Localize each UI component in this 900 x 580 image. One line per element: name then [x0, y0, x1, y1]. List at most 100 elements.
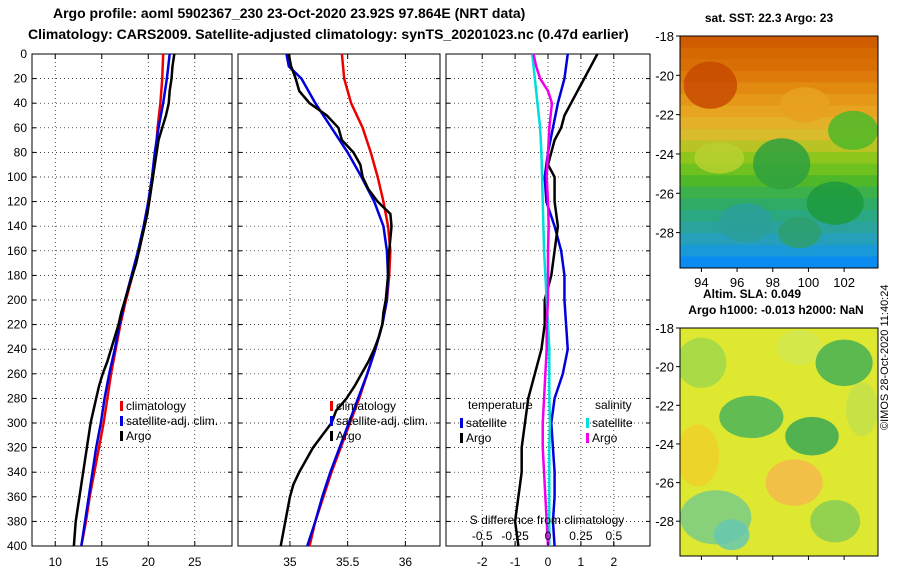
map-blob: [713, 519, 750, 551]
map-blob: [776, 329, 823, 365]
map-blob: [845, 382, 878, 437]
series-argo: [279, 53, 393, 547]
lon-tick-label: 102: [833, 275, 855, 290]
depth-tick-label: 360: [7, 490, 27, 504]
map-field: [680, 328, 878, 556]
series-argo: [72, 53, 176, 547]
map-band: [680, 36, 878, 49]
lat-tick-label: -24: [655, 147, 674, 162]
legend-swatch: [120, 416, 123, 426]
legend-label: Argo: [466, 431, 492, 445]
legend-label: Argo: [592, 431, 618, 445]
x-tick-label: 36: [399, 555, 413, 569]
series-temperature-satellite: [543, 53, 569, 547]
lat-tick-label: -18: [655, 29, 674, 44]
depth-tick-label: 100: [7, 170, 27, 184]
x-tick-label: 35.5: [336, 555, 360, 569]
depth-tick-label: 180: [7, 268, 27, 282]
depth-tick-label: 0: [20, 47, 27, 61]
depth-tick-label: 400: [7, 539, 27, 553]
legend-swatch: [330, 401, 333, 411]
lat-tick-label: -28: [655, 514, 674, 529]
series-temperature-argo: [513, 53, 599, 547]
depth-tick-label: 260: [7, 367, 27, 381]
depth-tick-label: 200: [7, 293, 27, 307]
map-blob: [810, 499, 861, 543]
depth-tick-label: 280: [7, 391, 27, 405]
depth-tick-label: 320: [7, 441, 27, 455]
legend-swatch: [460, 433, 463, 443]
lon-tick-label: 94: [694, 275, 708, 290]
map-band: [680, 256, 878, 268]
s-tick-label: 0.25: [569, 529, 593, 543]
map-blob: [806, 181, 864, 225]
depth-tick-label: 80: [14, 145, 28, 159]
legend-label: Argo: [126, 429, 152, 443]
legend-swatch: [586, 433, 589, 443]
legend-swatch: [120, 431, 123, 441]
map-blob: [683, 61, 738, 109]
legend-label: satellite: [592, 416, 633, 430]
depth-tick-label: 40: [14, 96, 28, 110]
map-2: [679, 327, 879, 557]
legend-swatch: [120, 401, 123, 411]
lat-tick-label: -22: [655, 108, 674, 123]
x-tick-label: -2: [477, 555, 488, 569]
lat-tick-label: -22: [655, 398, 674, 413]
imos-watermark: ©IMOS 28-Oct-2020 11:40:24: [879, 284, 891, 430]
map-blob: [785, 416, 839, 456]
lon-tick-label: 100: [798, 275, 820, 290]
x-tick-label: 10: [49, 555, 63, 569]
x-tick-label: 0: [545, 555, 552, 569]
depth-tick-label: 60: [14, 121, 28, 135]
series-salinity-satellite: [530, 53, 552, 546]
legend-heading-salinity: salinity: [595, 398, 632, 412]
title-line-2: Climatology: CARS2009. Satellite-adjuste…: [28, 26, 629, 42]
map-1: [679, 35, 879, 269]
map-blob: [828, 110, 878, 151]
map-blob: [680, 424, 720, 487]
series-salinity-argo: [532, 53, 554, 547]
sla-map-title-line-2: Argo h1000: -0.013 h2000: NaN: [688, 303, 863, 317]
lat-tick-label: -20: [655, 360, 674, 375]
map-blob: [694, 142, 745, 174]
s-tick-label: 0.5: [605, 529, 622, 543]
legend-label: satellite: [466, 416, 507, 430]
s-tick-label: -0.5: [472, 529, 493, 543]
depth-tick-label: 140: [7, 219, 27, 233]
s-tick-label: -0.25: [501, 529, 529, 543]
lon-tick-label: 98: [766, 275, 780, 290]
map-frame: [679, 327, 879, 557]
legend-label: satellite-adj. clim.: [126, 414, 218, 428]
map-blob: [680, 337, 727, 388]
depth-tick-label: 380: [7, 514, 27, 528]
title-line-1: Argo profile: aoml 5902367_230 23-Oct-20…: [53, 5, 526, 21]
depth-tick-label: 240: [7, 342, 27, 356]
lat-tick-label: -26: [655, 476, 674, 491]
map-blob: [765, 459, 823, 506]
legend-label: satellite-adj. clim.: [336, 414, 428, 428]
depth-tick-label: 20: [14, 72, 28, 86]
map-blob: [719, 203, 773, 243]
legend-swatch: [330, 416, 333, 426]
sst-map-title: sat. SST: 22.3 Argo: 23: [705, 11, 834, 25]
sla-map-title-line-1: Altim. SLA: 0.049: [703, 287, 801, 301]
map-blob: [779, 87, 830, 123]
lon-tick-label: 96: [730, 275, 744, 290]
x-tick-label: 15: [95, 555, 109, 569]
lat-tick-label: -28: [655, 226, 674, 241]
map-field: [680, 36, 878, 268]
legend-swatch: [330, 431, 333, 441]
legend-heading-temperature: temperature: [468, 398, 533, 412]
map-band: [680, 244, 878, 257]
x-tick-label: 1: [578, 555, 585, 569]
x-tick-label: 2: [610, 555, 617, 569]
map-blob: [815, 339, 873, 386]
x-tick-label: 35: [283, 555, 297, 569]
depth-tick-label: 120: [7, 195, 27, 209]
map-blob: [753, 138, 811, 190]
map-band: [680, 117, 878, 130]
map-blob: [719, 395, 784, 439]
legend-label: Argo: [336, 429, 362, 443]
